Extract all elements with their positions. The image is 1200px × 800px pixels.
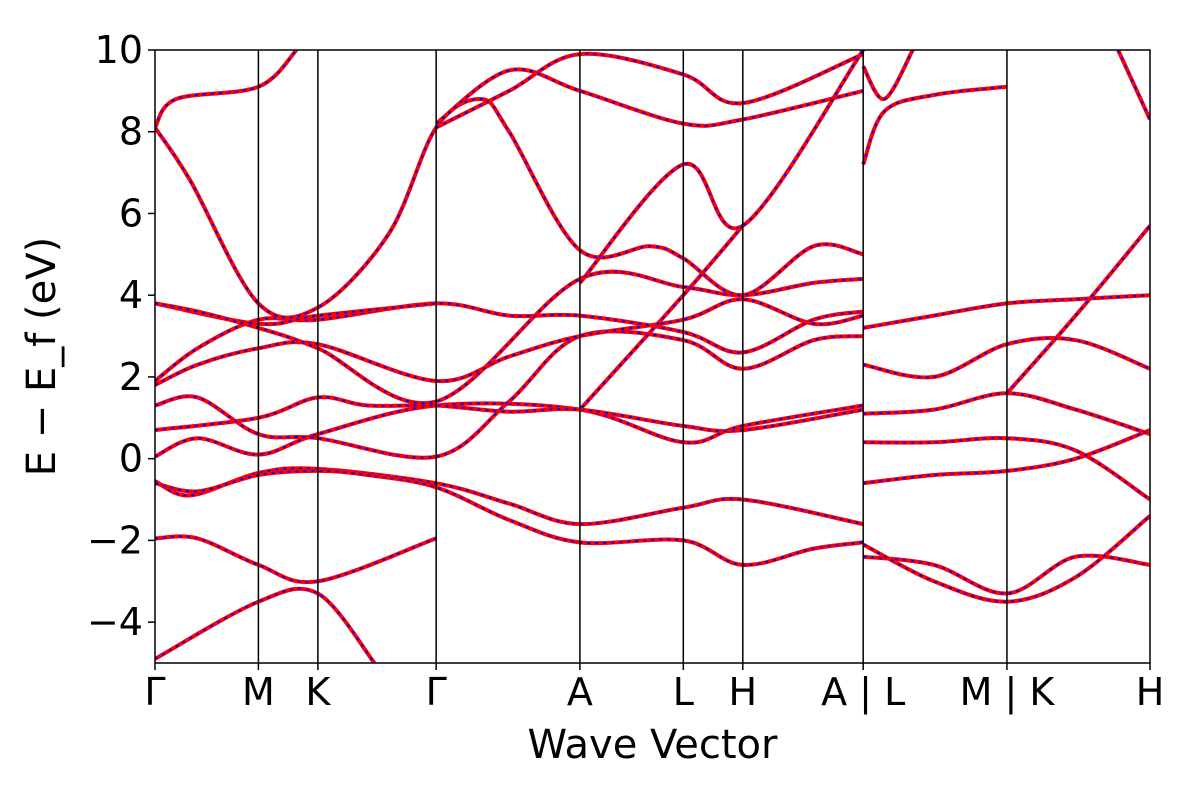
band-line-dashed-7 bbox=[155, 298, 864, 387]
band-line-6 bbox=[155, 329, 864, 460]
band-line-27 bbox=[1116, 50, 1150, 121]
band-line-dashed-13 bbox=[435, 52, 864, 129]
band-line-dashed-14 bbox=[435, 68, 864, 127]
y-tick-label-2: 0 bbox=[119, 437, 143, 481]
band-line-dashed-4 bbox=[155, 402, 864, 458]
x-tick-label-8: M | K bbox=[960, 670, 1056, 715]
x-tick-label-6: H bbox=[729, 670, 758, 714]
y-tick-label-7: 10 bbox=[95, 28, 143, 72]
y-tick-label-0: −4 bbox=[87, 600, 143, 644]
band-line-0 bbox=[155, 586, 377, 663]
band-line-dashed-1 bbox=[155, 535, 437, 584]
band-line-dashed-12 bbox=[155, 50, 298, 129]
band-line-10 bbox=[155, 269, 864, 406]
band-line-dashed-0 bbox=[155, 587, 376, 663]
x-tick-label-9: H bbox=[1136, 670, 1165, 714]
band-line-1 bbox=[155, 534, 437, 585]
x-axis-label: Wave Vector bbox=[528, 722, 779, 768]
y-tick-label-1: −2 bbox=[87, 518, 143, 562]
plot-area bbox=[155, 50, 1150, 663]
band-line-dashed-2 bbox=[155, 467, 864, 526]
x-tick-label-0: Γ bbox=[144, 670, 165, 714]
y-tick-label-3: 2 bbox=[119, 355, 143, 399]
band-line-dashed-8 bbox=[155, 302, 864, 382]
band-line-dashed-24 bbox=[862, 85, 1008, 165]
y-tick-label-6: 8 bbox=[119, 110, 143, 154]
y-tick-label-5: 6 bbox=[119, 191, 143, 235]
band-line-25 bbox=[861, 50, 915, 101]
x-tick-label-4: A bbox=[567, 670, 593, 714]
y-tick-label-4: 4 bbox=[119, 273, 143, 317]
band-line-12 bbox=[155, 50, 299, 129]
band-line-dashed-15 bbox=[579, 50, 865, 284]
band-line-3 bbox=[155, 468, 864, 567]
band-line-dashed-5 bbox=[155, 396, 864, 433]
x-tick-label-3: Γ bbox=[426, 670, 447, 714]
band-line-dashed-26 bbox=[1006, 225, 1150, 394]
band-line-dashed-9 bbox=[155, 302, 437, 326]
plot-frame bbox=[154, 49, 1151, 664]
band-line-dashed-18 bbox=[863, 554, 1150, 595]
x-tick-label-1: M bbox=[242, 670, 275, 714]
x-tick-label-7: A | L bbox=[821, 670, 905, 715]
band-line-11 bbox=[155, 96, 864, 320]
y-axis-label: E − E_f (eV) bbox=[19, 237, 65, 476]
y-axis-ticks: −4 −2 0 2 4 6 8 10 bbox=[87, 28, 155, 644]
k-point-lines bbox=[257, 50, 1008, 663]
band-line-2 bbox=[155, 466, 864, 527]
x-tick-label-2: K bbox=[305, 670, 331, 714]
x-tick-label-5: L bbox=[673, 670, 694, 714]
band-line-dashed-19 bbox=[862, 515, 1150, 603]
band-line-9 bbox=[155, 301, 437, 327]
band-line-dashed-20 bbox=[863, 436, 1150, 501]
band-line-dashed-25 bbox=[862, 50, 914, 101]
band-line-dashed-16 bbox=[579, 225, 744, 411]
